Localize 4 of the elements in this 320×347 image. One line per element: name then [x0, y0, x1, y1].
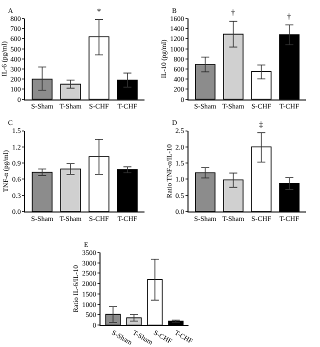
annotation: †	[231, 8, 235, 17]
annotation: *	[97, 7, 101, 16]
annotation: †	[287, 12, 291, 21]
annotation: ‡	[259, 120, 263, 129]
